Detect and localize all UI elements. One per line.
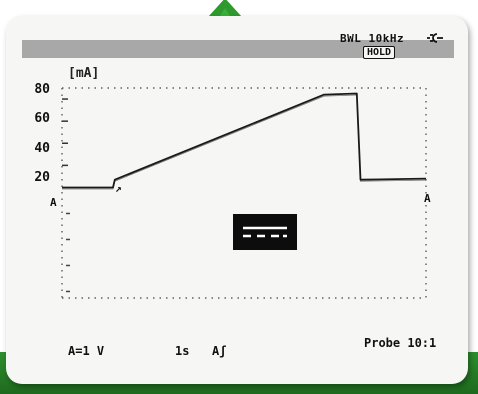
- plug-icon: [427, 33, 443, 43]
- oscilloscope-screen: [6, 16, 468, 384]
- timebase-label: 1s: [175, 344, 190, 358]
- channel-a-left-marker: A: [50, 196, 57, 209]
- dc-symbol-icon: [233, 214, 297, 250]
- channel-scale-label: A=1 V: [68, 344, 105, 358]
- trigger-mode-label: Aʃ: [212, 344, 227, 358]
- header-bar: [22, 40, 454, 58]
- hold-badge: HOLD: [363, 46, 396, 59]
- y-tick-label: 60: [34, 111, 50, 126]
- y-tick-label: 40: [34, 141, 50, 156]
- y-tick-label: 80: [34, 82, 50, 97]
- probe-label: Probe 10:1: [364, 336, 437, 350]
- y-tick-label: 20: [34, 170, 50, 185]
- unit-label: [mA]: [68, 66, 100, 81]
- bandwidth-label: BWL 10kHz: [340, 32, 405, 45]
- channel-a-right-marker: A: [424, 192, 431, 205]
- trigger-marker: ↗: [115, 182, 122, 195]
